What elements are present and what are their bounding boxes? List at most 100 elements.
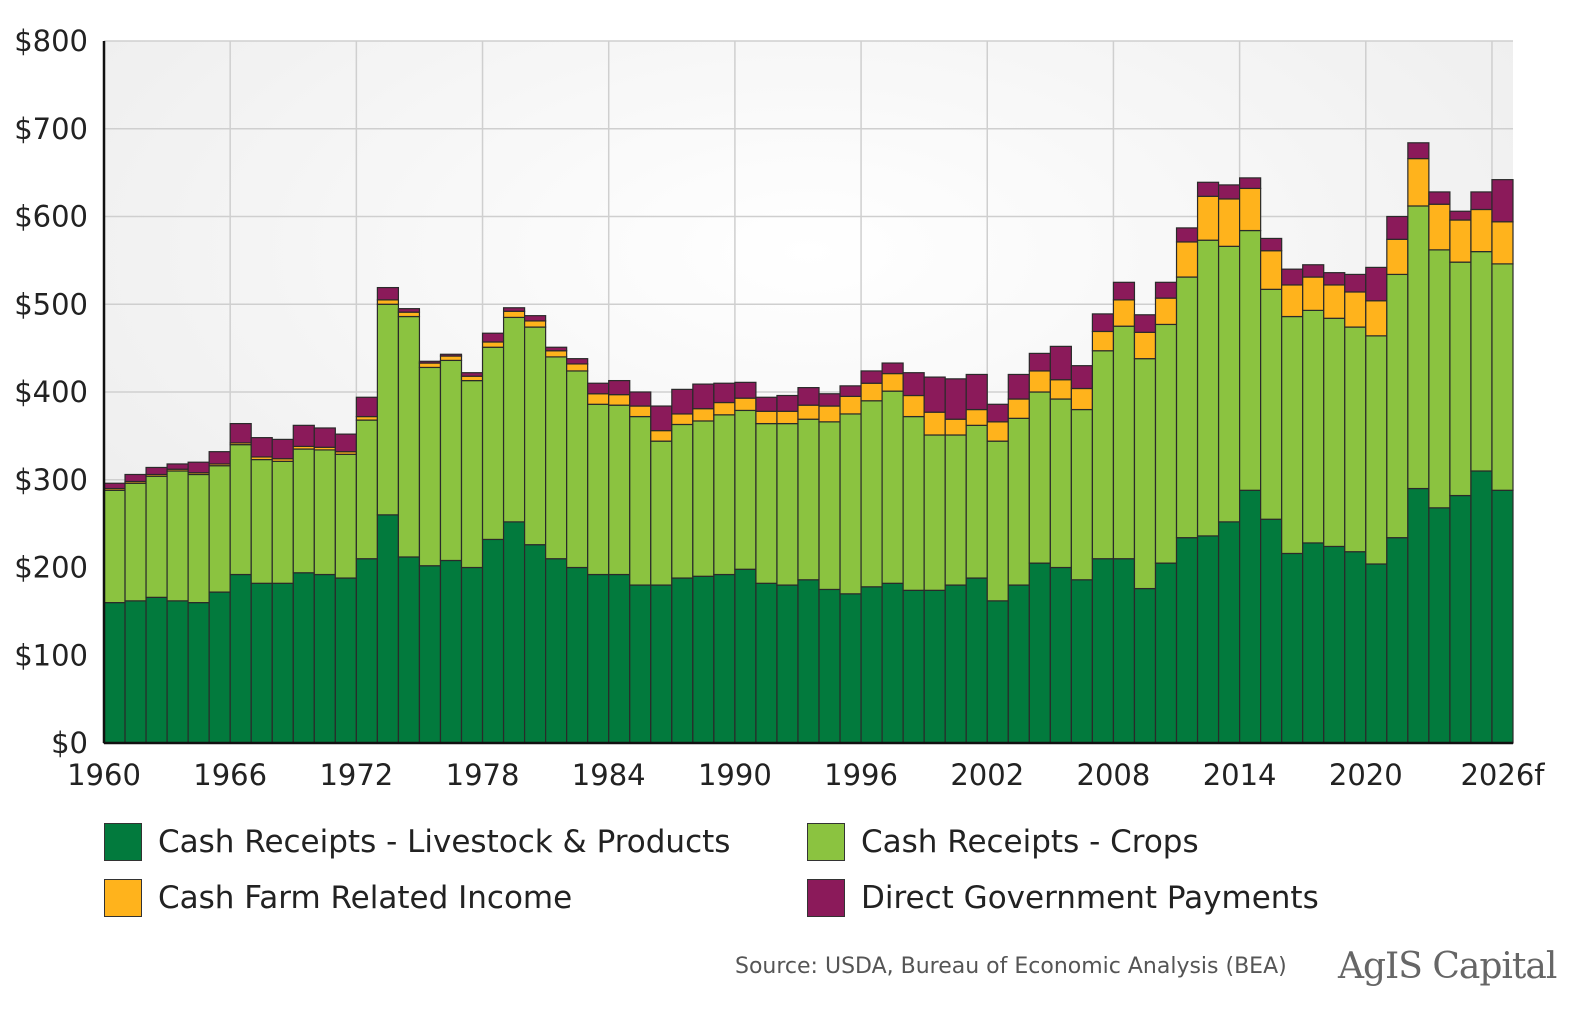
bar-segment-1961-s1: [124, 482, 147, 602]
bar-segment-2000-s0: [944, 584, 967, 744]
bar-segment-2004-s0: [1028, 562, 1051, 744]
bar-segment-1992-s1: [776, 422, 799, 586]
bar-segment-2016-s1: [1281, 315, 1304, 555]
bar-segment-1980-s3: [523, 315, 547, 322]
bar-segment-2006-s3: [1070, 365, 1094, 390]
bar-segment-2018-s0: [1323, 545, 1346, 744]
bar-segment-1979-s3: [502, 307, 526, 312]
bar-segment-1965-s3: [208, 451, 231, 465]
bar-segment-1976-s0: [439, 559, 463, 744]
bar-segment-1997-s1: [881, 390, 904, 584]
bar-segment-1973-s2: [376, 299, 400, 305]
bar-segment-2007-s2: [1091, 330, 1115, 352]
bar-segment-2023-s1: [1428, 249, 1451, 509]
bar-segment-1991-s0: [755, 582, 778, 744]
legend-swatch: [807, 823, 845, 861]
bar-segment-2005-s2: [1049, 379, 1072, 400]
bar-segment-1983-s3: [587, 382, 610, 395]
y-tick-label: $800: [14, 24, 88, 58]
bar-segment-1985-s3: [629, 391, 652, 407]
bar-segment-1995-s2: [839, 395, 862, 415]
bar-segment-1993-s2: [797, 404, 820, 420]
bar-segment-2016-s2: [1281, 284, 1304, 318]
bar-segment-1999-s3: [923, 376, 946, 413]
bar-segment-1962-s3: [145, 466, 168, 476]
bar-segment-2010-s3: [1154, 281, 1178, 299]
bar-segment-2012-s1: [1196, 239, 1220, 537]
bar-segment-2022-s2: [1407, 157, 1430, 207]
bar-segment-2007-s1: [1091, 350, 1115, 560]
bar-segment-2003-s1: [1007, 417, 1030, 586]
bar-segment-2001-s2: [965, 408, 988, 426]
bar-segment-1990-s1: [734, 409, 757, 570]
bar-segment-2024-s2: [1449, 219, 1472, 263]
bar-segment-1978-s1: [481, 346, 505, 541]
bar-segment-2022-s3: [1407, 142, 1430, 160]
bar-segment-1978-s0: [481, 538, 505, 744]
bar-segment-1976-s3: [439, 353, 463, 357]
bar-segment-2012-s2: [1196, 195, 1220, 241]
bar-segment-1981-s0: [545, 558, 568, 744]
bar-segment-2017-s1: [1302, 309, 1325, 544]
bar-segment-2019-s1: [1344, 326, 1367, 553]
bar-segment-1980-s0: [523, 544, 547, 744]
bar-segment-1995-s0: [839, 593, 862, 744]
bar-segment-1986-s1: [650, 440, 673, 586]
bar-segment-1971-s3: [334, 433, 357, 453]
bar-segment-1964-s1: [187, 473, 210, 604]
bar-segment-2022-s0: [1407, 487, 1430, 744]
bar-segment-2025-s1: [1470, 251, 1493, 472]
bar-segment-1968-s3: [271, 438, 294, 460]
bar-segment-2020-s2: [1365, 300, 1388, 337]
bar-segment-1998-s0: [902, 589, 925, 744]
bar-segment-1997-s0: [881, 582, 904, 744]
bar-segment-1991-s2: [755, 410, 778, 425]
bar-segment-2019-s2: [1344, 291, 1367, 328]
stacked-bar-chart: $0$100$200$300$400$500$600$700$800 1960 1…: [14, 24, 1545, 792]
bar-segment-1997-s2: [881, 372, 904, 392]
bar-segment-1988-s3: [692, 383, 715, 410]
bar-segment-1987-s1: [671, 423, 694, 579]
legend-label: Direct Government Payments: [861, 880, 1319, 916]
bar-segment-1989-s0: [713, 573, 736, 744]
bar-segment-2005-s1: [1049, 398, 1072, 569]
bar-segment-1999-s1: [923, 434, 946, 591]
bar-segment-1984-s1: [608, 404, 631, 576]
bar-segment-1971-s0: [334, 577, 357, 744]
bar-segment-1994-s3: [818, 393, 841, 407]
bar-segment-1983-s2: [587, 393, 610, 405]
bar-segment-1975-s0: [418, 565, 442, 744]
bar-segment-1981-s2: [545, 350, 568, 358]
x-axis-ticks: 1960 1966 1972 1978 1984 1990 1996 2002 2008 2014…: [67, 758, 1545, 792]
bar-segment-2017-s0: [1302, 542, 1325, 744]
legend-item-farm-income: Cash Farm Related Income: [104, 878, 572, 918]
bar-segment-1996-s2: [860, 382, 883, 402]
bar-segment-1987-s2: [671, 413, 694, 426]
bar-segment-1986-s3: [650, 405, 673, 432]
bar-segment-1977-s1: [460, 379, 484, 569]
bar-segment-1988-s2: [692, 408, 715, 422]
bar-segment-1976-s2: [439, 355, 463, 362]
bar-segment-1979-s0: [502, 521, 526, 744]
bar-segment-1980-s2: [523, 320, 547, 328]
bar-segment-1972-s1: [355, 419, 378, 560]
x-tick-label: 2008: [1077, 758, 1151, 792]
bar-segment-2026f-s3: [1491, 179, 1514, 223]
bar-segment-2019-s0: [1344, 551, 1367, 744]
bar-segment-1964-s0: [187, 601, 210, 744]
bar-segment-1993-s3: [797, 387, 820, 406]
y-tick-label: $0: [51, 726, 88, 760]
bar-segment-1982-s2: [566, 363, 589, 372]
bar-segment-1978-s2: [481, 341, 505, 348]
bar-segment-1963-s0: [166, 600, 189, 744]
bar-segment-2020-s1: [1365, 335, 1388, 565]
source-note: Source: USDA, Bureau of Economic Analysi…: [735, 954, 1287, 979]
bar-segment-2026f-s0: [1491, 489, 1514, 744]
bar-segment-1963-s3: [166, 463, 189, 470]
bar-segment-1968-s0: [271, 582, 294, 744]
bar-segment-2008-s2: [1112, 299, 1136, 327]
bar-segment-2006-s2: [1070, 387, 1094, 411]
bar-segment-1986-s2: [650, 430, 673, 442]
bar-segment-2020-s3: [1365, 266, 1388, 302]
bar-segment-2025-s0: [1470, 470, 1493, 744]
